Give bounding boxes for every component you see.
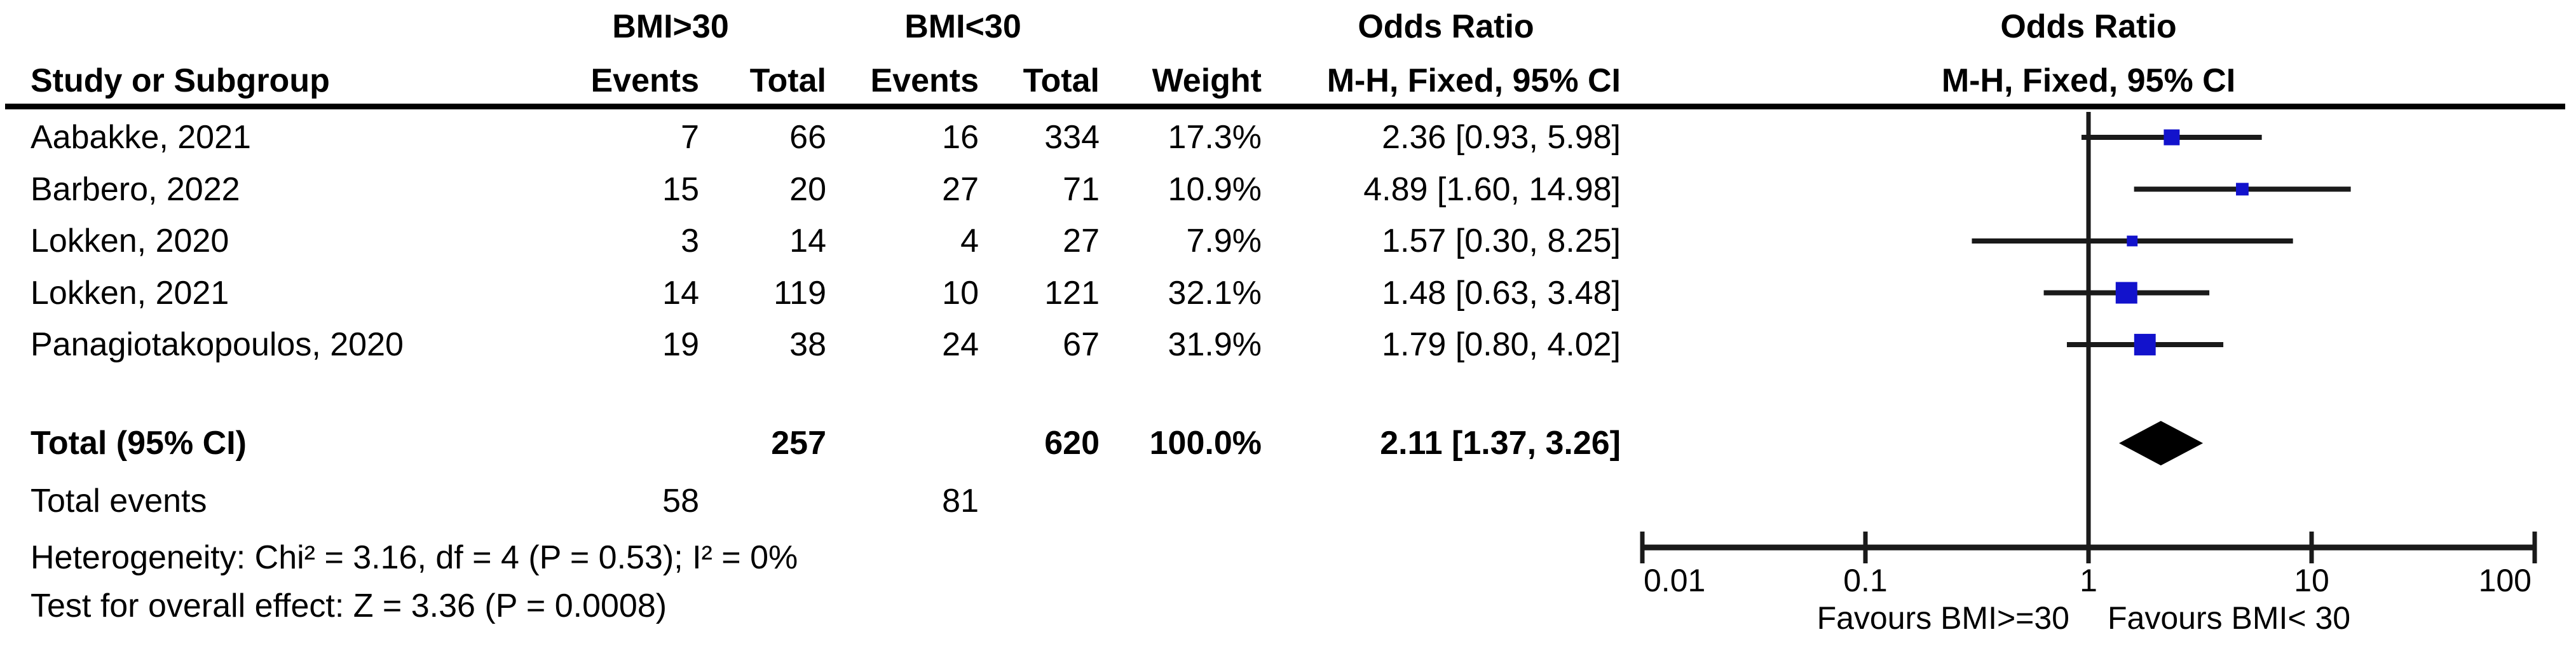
- method-column-header: M-H, Fixed, 95% CI: [1326, 62, 1621, 99]
- group2-header: BMI<30: [904, 8, 1021, 45]
- total1-column-header: Total: [749, 62, 826, 99]
- total-label: Total (95% CI): [31, 425, 247, 462]
- events2-value: 24: [942, 326, 979, 363]
- events2-column-header: Events: [870, 62, 979, 99]
- study-name: Lokken, 2021: [31, 275, 229, 312]
- header-rule: [5, 104, 2565, 109]
- effect-square-marker: [2236, 182, 2249, 196]
- axis-tick-label: 100: [2479, 563, 2532, 598]
- overall-effect-text: Test for overall effect: Z = 3.36 (P = 0…: [31, 588, 667, 624]
- total1-value: 38: [789, 326, 826, 363]
- events1-value: 14: [662, 275, 699, 312]
- total-row: Total (95% CI) 257 620 100.0% 2.11 [1.37…: [0, 418, 2576, 469]
- total-events1-value: 58: [662, 483, 699, 519]
- plot-method-header: M-H, Fixed, 95% CI: [1941, 62, 2236, 99]
- or-ci-text: 1.79 [0.80, 4.02]: [1382, 326, 1621, 363]
- total2-value: 620: [1044, 425, 1100, 462]
- total-diamond: [2118, 421, 2204, 465]
- events2-value: 10: [942, 275, 979, 312]
- total2-column-header: Total: [1023, 62, 1100, 99]
- heterogeneity-text: Heterogeneity: Chi² = 3.16, df = 4 (P = …: [31, 539, 798, 576]
- total1-value: 20: [789, 171, 826, 208]
- or-ci-text: 1.48 [0.63, 3.48]: [1382, 275, 1621, 312]
- total2-value: 71: [1063, 171, 1100, 208]
- axis-tick-label: 0.1: [1843, 563, 1888, 598]
- total-events-row: Total events 58 81: [0, 476, 2576, 526]
- study-name: Panagiotakopoulos, 2020: [31, 326, 404, 363]
- study-row: Barbero, 2022 15 20 27 71 10.9% 4.89 [1.60, 14…: [0, 164, 2576, 215]
- header-row-groups: BMI>30 BMI<30 Odds Ratio Odds Ratio: [0, 1, 2576, 52]
- effect-square-marker: [2127, 235, 2138, 247]
- total2-value: 121: [1044, 275, 1100, 312]
- events2-value: 27: [942, 171, 979, 208]
- total2-value: 334: [1044, 119, 1100, 156]
- total2-value: 67: [1063, 326, 1100, 363]
- plot-column-title: Odds Ratio: [2000, 8, 2177, 45]
- weight-value: 31.9%: [1168, 326, 1262, 363]
- total-events-label: Total events: [31, 483, 207, 519]
- study-row: Lokken, 2020 3 14 4 27 7.9% 1.57 [0.30, 8.25]: [0, 216, 2576, 266]
- axis-tick-label: 0.01: [1644, 563, 1705, 598]
- effect-square-marker: [2115, 282, 2137, 304]
- weight-value: 7.9%: [1186, 223, 1262, 259]
- weight-value: 17.3%: [1168, 119, 1262, 156]
- or-column-title: Odds Ratio: [1358, 8, 1534, 45]
- total1-value: 66: [789, 119, 826, 156]
- events1-value: 7: [681, 119, 699, 156]
- axis-tick-label: 10: [2294, 563, 2329, 598]
- total2-value: 27: [1063, 223, 1100, 259]
- effect-square-marker: [2134, 334, 2156, 355]
- events1-column-header: Events: [590, 62, 699, 99]
- study-row: Aabakke, 2021 7 66 16 334 17.3% 2.36 [0.93, 5.…: [0, 112, 2576, 163]
- events1-value: 3: [681, 223, 699, 259]
- weight-value: 10.9%: [1168, 171, 1262, 208]
- heterogeneity-row: Heterogeneity: Chi² = 3.16, df = 4 (P = …: [0, 532, 2576, 583]
- study-name: Barbero, 2022: [31, 171, 240, 208]
- total1-value: 14: [789, 223, 826, 259]
- weight-value: 32.1%: [1168, 275, 1262, 312]
- favours-left-label: Favours BMI>=30: [1817, 600, 2069, 636]
- study-name: Aabakke, 2021: [31, 119, 251, 156]
- study-row: Lokken, 2021 14 119 10 121 32.1% 1.48 [0.63, 3…: [0, 268, 2576, 319]
- total1-value: 257: [771, 425, 826, 462]
- total1-value: 119: [773, 275, 826, 312]
- group1-header: BMI>30: [612, 8, 729, 45]
- total-events2-value: 81: [942, 483, 979, 519]
- events1-value: 15: [662, 171, 699, 208]
- study-column-header: Study or Subgroup: [31, 62, 330, 99]
- axis-tick-label: 1: [2080, 563, 2097, 598]
- events2-value: 4: [960, 223, 979, 259]
- study-row: Panagiotakopoulos, 2020 19 38 24 67 31.9% 1.79…: [0, 319, 2576, 370]
- total-weight: 100.0%: [1149, 425, 1262, 462]
- weight-column-header: Weight: [1152, 62, 1262, 99]
- events2-value: 16: [942, 119, 979, 156]
- overall-effect-row: Test for overall effect: Z = 3.36 (P = 0…: [0, 581, 2576, 631]
- or-ci-text: 4.89 [1.60, 14.98]: [1363, 171, 1621, 208]
- or-ci-text: 2.36 [0.93, 5.98]: [1382, 119, 1621, 156]
- favours-right-label: Favours BMI< 30: [2108, 600, 2350, 636]
- events1-value: 19: [662, 326, 699, 363]
- or-ci-text: 1.57 [0.30, 8.25]: [1382, 223, 1621, 259]
- header-row-columns: Study or Subgroup Events Total Events To…: [0, 55, 2576, 106]
- study-name: Lokken, 2020: [31, 223, 229, 259]
- total-or-ci: 2.11 [1.37, 3.26]: [1380, 425, 1621, 462]
- effect-square-marker: [2164, 129, 2180, 146]
